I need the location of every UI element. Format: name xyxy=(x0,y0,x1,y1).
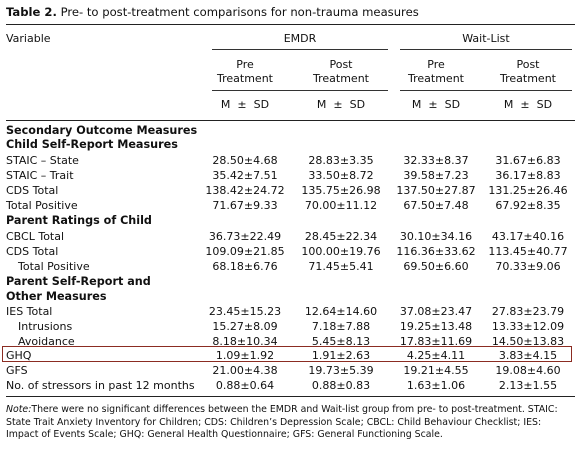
table-cell: 135.75±26.98 xyxy=(301,184,381,197)
table-cell: 70.33±9.06 xyxy=(495,260,561,273)
column-header-1-line-1: Pre xyxy=(236,58,254,71)
stat-header-1: M ± SD xyxy=(220,98,270,111)
table-cell: 21.00±4.38 xyxy=(212,364,278,377)
table-cell: 30.10±34.16 xyxy=(399,230,473,243)
row-label: STAIC – Trait xyxy=(6,169,74,182)
table-cell: 37.08±23.47 xyxy=(399,305,473,318)
table-cell: 5.45±8.13 xyxy=(311,335,371,348)
top-rule xyxy=(6,24,575,25)
table-cell: 28.83±3.35 xyxy=(308,154,374,167)
row-label: Total Positive xyxy=(18,260,90,273)
table-cell: 17.83±11.69 xyxy=(399,335,473,348)
table-cell: 1.63±1.06 xyxy=(406,379,466,392)
table-cell: 19.08±4.60 xyxy=(495,364,561,377)
table-note: Note:There were no significant differenc… xyxy=(6,404,572,442)
table-cell: 0.88±0.64 xyxy=(215,379,275,392)
row-label: No. of stressors in past 12 months xyxy=(6,379,195,392)
row-label: CBCL Total xyxy=(6,230,65,243)
table-cell: 12.64±14.60 xyxy=(304,305,378,318)
row-label: GFS xyxy=(6,364,28,377)
table-cell: 31.67±6.83 xyxy=(495,154,561,167)
table-cell: 7.18±7.88 xyxy=(311,320,371,333)
section-heading: Other Measures xyxy=(6,290,107,303)
group-header-emdr: EMDR xyxy=(283,32,317,45)
table-cell: 27.83±23.79 xyxy=(491,305,565,318)
table-cell: 36.73±22.49 xyxy=(208,230,282,243)
table-cell: 0.88±0.83 xyxy=(311,379,371,392)
table-cell: 3.83±4.15 xyxy=(498,349,558,362)
table-cell: 67.50±7.48 xyxy=(403,199,469,212)
column-header-2-line-1: Post xyxy=(329,58,353,71)
section-heading: Parent Self-Report and xyxy=(6,275,151,288)
table-cell: 35.42±7.51 xyxy=(212,169,278,182)
column-header-4-line-1: Post xyxy=(516,58,540,71)
table-cell: 13.33±12.09 xyxy=(491,320,565,333)
table-cell: 116.36±33.62 xyxy=(396,245,476,258)
table-cell: 138.42±24.72 xyxy=(205,184,285,197)
table-cell: 14.50±13.83 xyxy=(491,335,565,348)
stat-header-3: M ± SD xyxy=(411,98,461,111)
table-cell: 23.45±15.23 xyxy=(208,305,282,318)
table-cell: 2.13±1.55 xyxy=(498,379,558,392)
table-cell: 36.17±8.83 xyxy=(495,169,561,182)
table-cell: 100.00±19.76 xyxy=(301,245,381,258)
row-label: Avoidance xyxy=(18,335,75,348)
table-caption: Table 2. Pre- to post-treatment comparis… xyxy=(6,5,419,19)
table-cell: 4.25±4.11 xyxy=(406,349,466,362)
waitlist-sub-rule xyxy=(400,90,572,91)
row-label: CDS Total xyxy=(6,245,59,258)
stat-header-4: M ± SD xyxy=(503,98,553,111)
table-cell: 39.58±7.23 xyxy=(403,169,469,182)
table-cell: 43.17±40.16 xyxy=(491,230,565,243)
group-header-waitlist: Wait-List xyxy=(462,32,510,45)
table-cell: 33.50±8.72 xyxy=(308,169,374,182)
row-label: CDS Total xyxy=(6,184,59,197)
table-cell: 19.73±5.39 xyxy=(308,364,374,377)
row-label: GHQ xyxy=(6,349,32,362)
table-title: Pre- to post-treatment comparisons for n… xyxy=(60,5,419,19)
column-header-1-line-2: Treatment xyxy=(217,72,273,85)
table-cell: 69.50±6.60 xyxy=(403,260,469,273)
table-cell: 28.45±22.34 xyxy=(304,230,378,243)
row-label: Total Positive xyxy=(6,199,78,212)
table-cell: 113.45±40.77 xyxy=(488,245,568,258)
table-cell: 32.33±8.37 xyxy=(403,154,469,167)
table-cell: 1.91±2.63 xyxy=(311,349,371,362)
ghq-highlight-box xyxy=(2,346,572,362)
column-header-2-line-2: Treatment xyxy=(313,72,369,85)
column-header-3-line-1: Pre xyxy=(427,58,445,71)
table-cell: 28.50±4.68 xyxy=(212,154,278,167)
section-heading: Parent Ratings of Child xyxy=(6,214,152,227)
table-cell: 71.45±5.41 xyxy=(308,260,374,273)
table-cell: 15.27±8.09 xyxy=(212,320,278,333)
stat-header-2: M ± SD xyxy=(316,98,366,111)
row-label: STAIC – State xyxy=(6,154,79,167)
column-header-4-line-2: Treatment xyxy=(500,72,556,85)
bottom-rule xyxy=(6,396,575,397)
emdr-sub-rule xyxy=(212,90,388,91)
table-cell: 70.00±11.12 xyxy=(304,199,378,212)
row-label: IES Total xyxy=(6,305,53,318)
table-cell: 1.09±1.92 xyxy=(215,349,275,362)
table-cell: 19.25±13.48 xyxy=(399,320,473,333)
header-bottom-rule xyxy=(6,120,575,121)
table-cell: 131.25±26.46 xyxy=(488,184,568,197)
section-heading: Secondary Outcome Measures xyxy=(6,124,198,137)
column-header-3-line-2: Treatment xyxy=(408,72,464,85)
waitlist-group-rule xyxy=(400,49,572,50)
table-cell: 68.18±6.76 xyxy=(212,260,278,273)
emdr-group-rule xyxy=(212,49,388,50)
note-label: Note: xyxy=(6,404,32,415)
table-cell: 19.21±4.55 xyxy=(403,364,469,377)
note-text: There were no significant differences be… xyxy=(6,404,558,441)
table-label: Table 2. xyxy=(6,5,57,19)
row-label: Intrusions xyxy=(18,320,73,333)
table-cell: 137.50±27.87 xyxy=(396,184,476,197)
table-cell: 67.92±8.35 xyxy=(495,199,561,212)
section-heading: Child Self-Report Measures xyxy=(6,138,178,151)
table-cell: 71.67±9.33 xyxy=(212,199,278,212)
variable-header: Variable xyxy=(6,32,51,45)
table-cell: 8.18±10.34 xyxy=(212,335,278,348)
table-cell: 109.09±21.85 xyxy=(205,245,285,258)
